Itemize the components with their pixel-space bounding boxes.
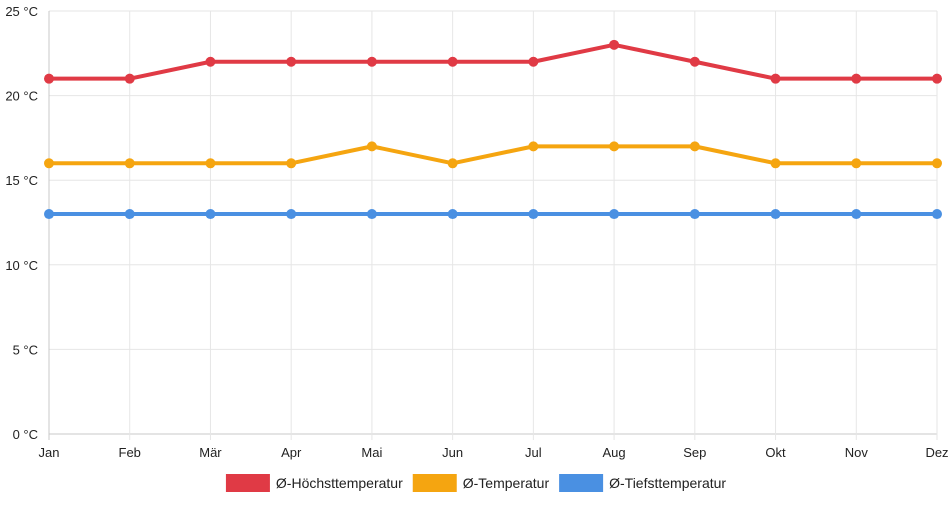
- series-line: [47, 42, 939, 81]
- data-point[interactable]: [932, 73, 942, 84]
- data-point[interactable]: [286, 158, 297, 169]
- x-tick-label: Feb: [119, 445, 141, 460]
- legend-item[interactable]: Ø-Höchsttemperatur: [225, 474, 403, 492]
- data-point[interactable]: [205, 56, 216, 67]
- data-point[interactable]: [932, 158, 942, 169]
- data-point[interactable]: [286, 209, 297, 220]
- y-tick-label: 10 °C: [5, 258, 38, 273]
- data-point[interactable]: [528, 56, 539, 67]
- y-tick-label: 15 °C: [5, 173, 38, 188]
- legend-swatch: [412, 474, 457, 492]
- data-point[interactable]: [124, 158, 135, 169]
- x-tick-label: Mär: [199, 445, 222, 460]
- x-tick-label: Nov: [845, 445, 869, 460]
- data-point[interactable]: [124, 73, 135, 84]
- legend-swatch: [225, 474, 270, 492]
- series: [44, 39, 942, 220]
- series-2: [44, 141, 942, 169]
- x-tick-label: Jun: [442, 445, 463, 460]
- data-point[interactable]: [528, 209, 539, 220]
- data-point[interactable]: [609, 39, 620, 50]
- legend-item[interactable]: Ø-Tiefsttemperatur: [559, 474, 726, 492]
- data-point[interactable]: [366, 209, 377, 220]
- x-tick-label: Jul: [525, 445, 542, 460]
- data-point[interactable]: [286, 56, 297, 67]
- y-tick-label: 0 °C: [13, 427, 38, 442]
- legend-item[interactable]: Ø-Temperatur: [412, 474, 550, 492]
- x-tick-label: Sep: [683, 445, 706, 460]
- data-point[interactable]: [366, 56, 377, 67]
- data-point[interactable]: [528, 141, 539, 152]
- legend-label: Ø-Tiefsttemperatur: [609, 475, 726, 491]
- data-point[interactable]: [205, 209, 216, 220]
- legend-label: Ø-Temperatur: [463, 475, 550, 491]
- data-point[interactable]: [44, 209, 54, 220]
- data-point[interactable]: [44, 73, 54, 84]
- data-point[interactable]: [366, 141, 377, 152]
- data-point[interactable]: [770, 158, 781, 169]
- legend-swatch: [559, 474, 604, 492]
- data-point[interactable]: [770, 73, 781, 84]
- series-1: [44, 39, 942, 84]
- data-point[interactable]: [609, 141, 620, 152]
- data-point[interactable]: [447, 158, 458, 169]
- x-tick-label: Okt: [765, 445, 786, 460]
- data-point[interactable]: [689, 141, 700, 152]
- grid: [48, 10, 938, 440]
- data-point[interactable]: [851, 158, 862, 169]
- data-point[interactable]: [447, 56, 458, 67]
- legend-label: Ø-Höchsttemperatur: [276, 475, 403, 491]
- data-point[interactable]: [689, 56, 700, 67]
- x-tick-label: Jan: [39, 445, 60, 460]
- data-point[interactable]: [205, 158, 216, 169]
- data-point[interactable]: [851, 209, 862, 220]
- series-line: [47, 144, 939, 166]
- x-tick-label: Apr: [281, 445, 302, 460]
- y-tick-label: 25 °C: [5, 4, 38, 19]
- data-point[interactable]: [447, 209, 458, 220]
- data-point[interactable]: [124, 209, 135, 220]
- data-point[interactable]: [851, 73, 862, 84]
- data-point[interactable]: [44, 158, 54, 169]
- x-tick-label: Dez: [925, 445, 948, 460]
- data-point[interactable]: [609, 209, 620, 220]
- x-tick-label: Mai: [361, 445, 382, 460]
- data-point[interactable]: [770, 209, 781, 220]
- series-3: [44, 209, 942, 220]
- x-tick-label: Aug: [603, 445, 626, 460]
- axes: 0 °C 5 °C 10 °C 15 °C 20 °C 25 °C Jan Feb Mär Apr…: [5, 4, 948, 460]
- legend[interactable]: Ø-Höchsttemperatur Ø-Temperatur Ø-Tiefstte…: [225, 474, 726, 492]
- data-point[interactable]: [689, 209, 700, 220]
- data-point[interactable]: [932, 209, 942, 220]
- y-tick-label: 20 °C: [5, 89, 38, 104]
- y-tick-label: 5 °C: [13, 342, 38, 357]
